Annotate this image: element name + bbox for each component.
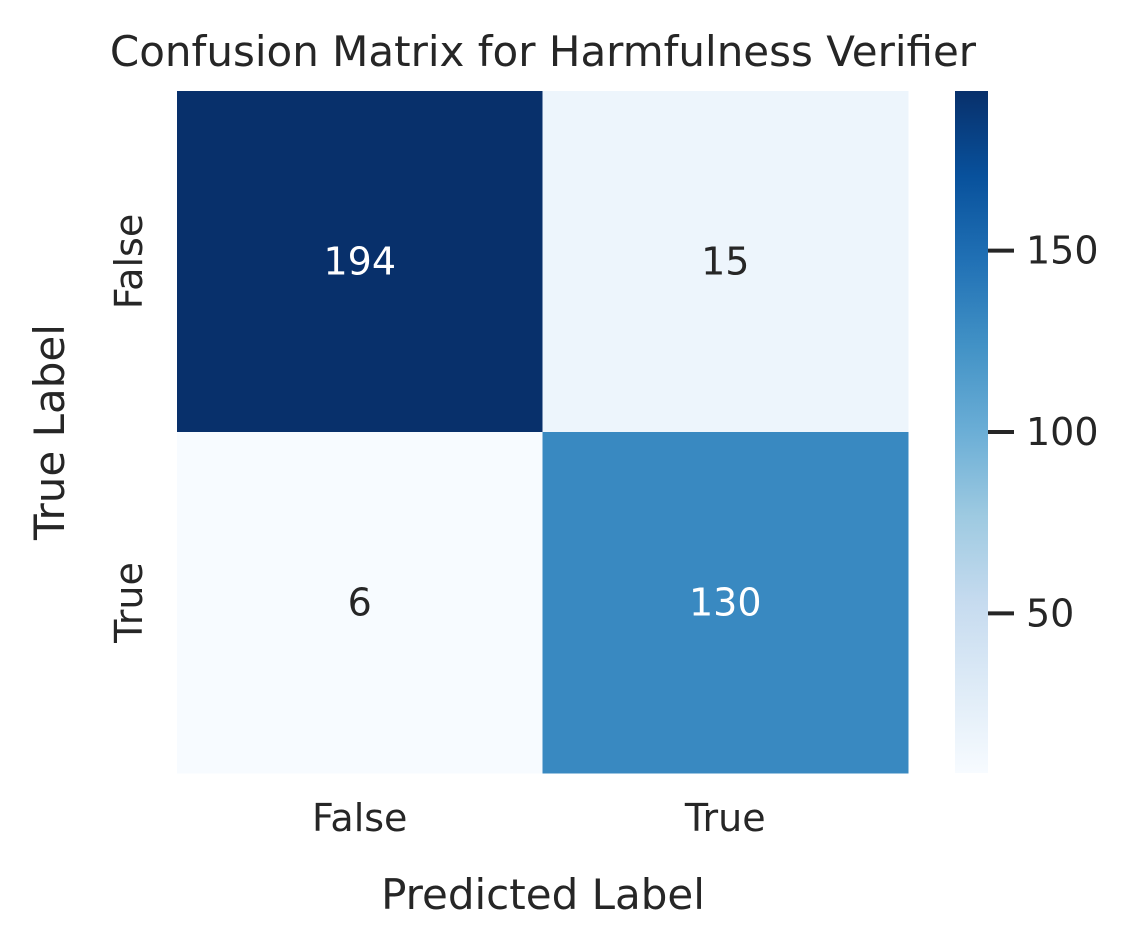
x-tick-label: False [312,796,407,840]
heatmap-cell-r0-c0 [177,91,543,433]
colorbar-tick-label: 100 [1026,410,1099,454]
heatmap-cells [177,91,909,774]
y-tick-label: False [107,214,151,309]
colorbar-tick-label: 50 [1026,591,1074,635]
chart-title: Confusion Matrix for Harmfulness Verifie… [110,27,977,76]
heatmap-cell-r1-c0 [177,432,543,774]
cell-value-label: 15 [701,240,749,284]
heatmap-cell-r1-c1 [542,432,909,774]
cell-value-label: 6 [348,581,372,625]
colorbar-ticks: 50 100 150 [988,229,1099,635]
cell-value-label: 130 [689,581,762,625]
x-axis-tick-labels: False True [312,796,766,840]
colorbar [955,91,988,773]
cell-value-label: 194 [323,240,396,284]
y-axis-tick-labels: False True [107,214,151,644]
heatmap-cell-labels: 194 15 6 130 [323,240,761,625]
x-tick-label: True [684,796,766,840]
y-axis-label: True Label [25,324,74,541]
y-tick-label: True [107,562,151,644]
heatmap-cell-r0-c1 [542,91,909,433]
colorbar-tick-label: 150 [1026,229,1099,273]
x-axis-label: Predicted Label [381,870,705,919]
